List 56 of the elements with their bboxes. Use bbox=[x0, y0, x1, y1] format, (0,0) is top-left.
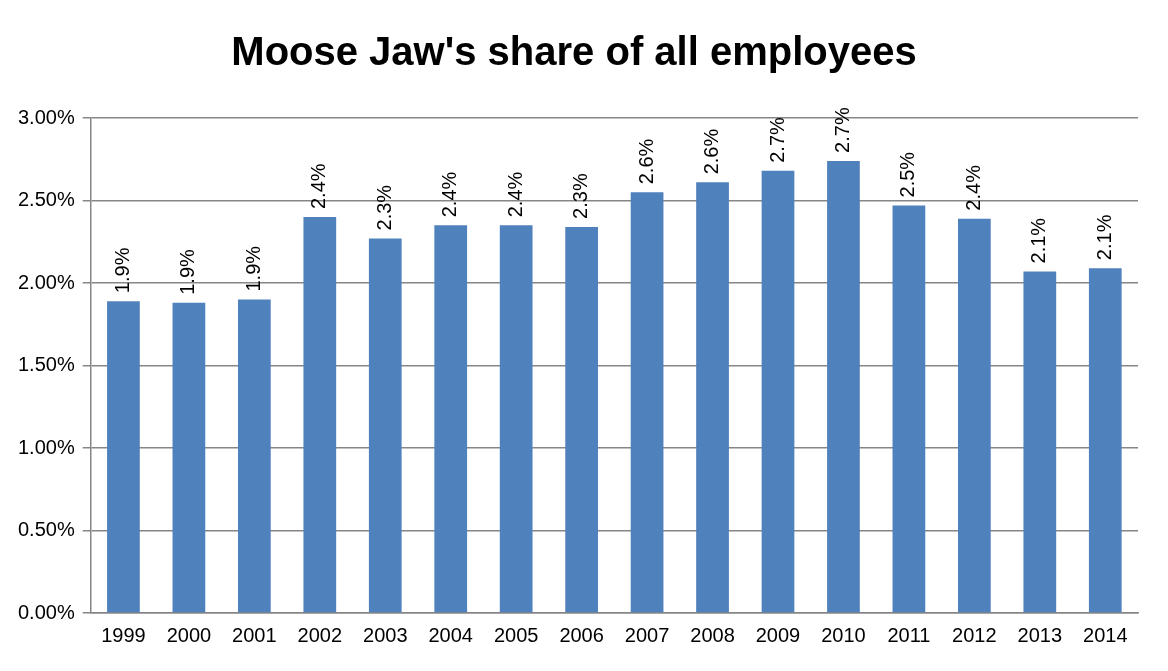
data-label: 2.4% bbox=[503, 171, 526, 218]
bar bbox=[761, 170, 795, 613]
x-tick-label: 2014 bbox=[1083, 623, 1128, 646]
data-label: 1.9% bbox=[176, 249, 199, 295]
data-label: 2.1% bbox=[1027, 217, 1050, 264]
x-tick-label: 2009 bbox=[755, 623, 801, 646]
data-label: 1.9% bbox=[110, 247, 133, 294]
bar bbox=[1088, 268, 1122, 613]
bar bbox=[827, 160, 860, 613]
x-tick-label: 2006 bbox=[559, 623, 604, 646]
bar bbox=[892, 205, 926, 613]
x-tick-label: 2008 bbox=[690, 623, 735, 646]
bar bbox=[434, 225, 468, 613]
x-tick-label: 2005 bbox=[493, 623, 539, 646]
bar bbox=[630, 192, 664, 613]
x-tick-label: 2007 bbox=[624, 623, 670, 646]
y-tick-label: 1.00% bbox=[17, 435, 75, 458]
y-tick-label: 1.50% bbox=[17, 353, 75, 376]
x-tick-label: 2002 bbox=[297, 623, 343, 646]
bar bbox=[172, 302, 206, 613]
chart-title: Moose Jaw's share of all employees bbox=[231, 29, 917, 74]
data-label: 2.4% bbox=[961, 164, 984, 211]
y-tick-label: 3.00% bbox=[17, 105, 75, 128]
data-label: 2.3% bbox=[372, 184, 395, 231]
x-tick-label: 2003 bbox=[363, 623, 408, 646]
y-tick-label: 2.50% bbox=[17, 188, 75, 211]
data-label: 2.4% bbox=[438, 171, 461, 218]
y-tick-label: 0.50% bbox=[17, 518, 75, 541]
bar bbox=[368, 238, 402, 613]
x-tick-label: 2000 bbox=[166, 623, 212, 646]
data-label: 2.4% bbox=[307, 163, 330, 209]
bar bbox=[696, 182, 729, 613]
x-tick-label: 2011 bbox=[887, 623, 931, 646]
x-tick-label: 2013 bbox=[1017, 623, 1063, 646]
y-tick-label: 2.00% bbox=[17, 270, 75, 293]
data-label: 2.7% bbox=[765, 117, 788, 163]
data-label: 2.1% bbox=[1092, 214, 1115, 261]
bar bbox=[499, 225, 533, 613]
data-label: 1.9% bbox=[241, 245, 264, 292]
data-label: 2.6% bbox=[700, 128, 723, 175]
bar bbox=[107, 301, 140, 613]
bar bbox=[1023, 271, 1057, 613]
data-label: 2.3% bbox=[569, 173, 592, 219]
data-label: 2.7% bbox=[830, 107, 853, 153]
y-tick-label: 0.00% bbox=[17, 600, 75, 623]
x-tick-label: 2010 bbox=[821, 623, 866, 646]
bar bbox=[237, 299, 271, 613]
bar bbox=[958, 218, 991, 613]
x-tick-label: 1999 bbox=[101, 623, 146, 646]
bar bbox=[303, 217, 337, 613]
data-label: 2.6% bbox=[634, 138, 657, 185]
bar bbox=[565, 226, 598, 613]
x-tick-label: 2012 bbox=[952, 623, 997, 646]
x-tick-label: 2001 bbox=[232, 623, 277, 646]
data-label: 2.5% bbox=[896, 151, 919, 198]
x-tick-label: 2004 bbox=[428, 623, 473, 646]
